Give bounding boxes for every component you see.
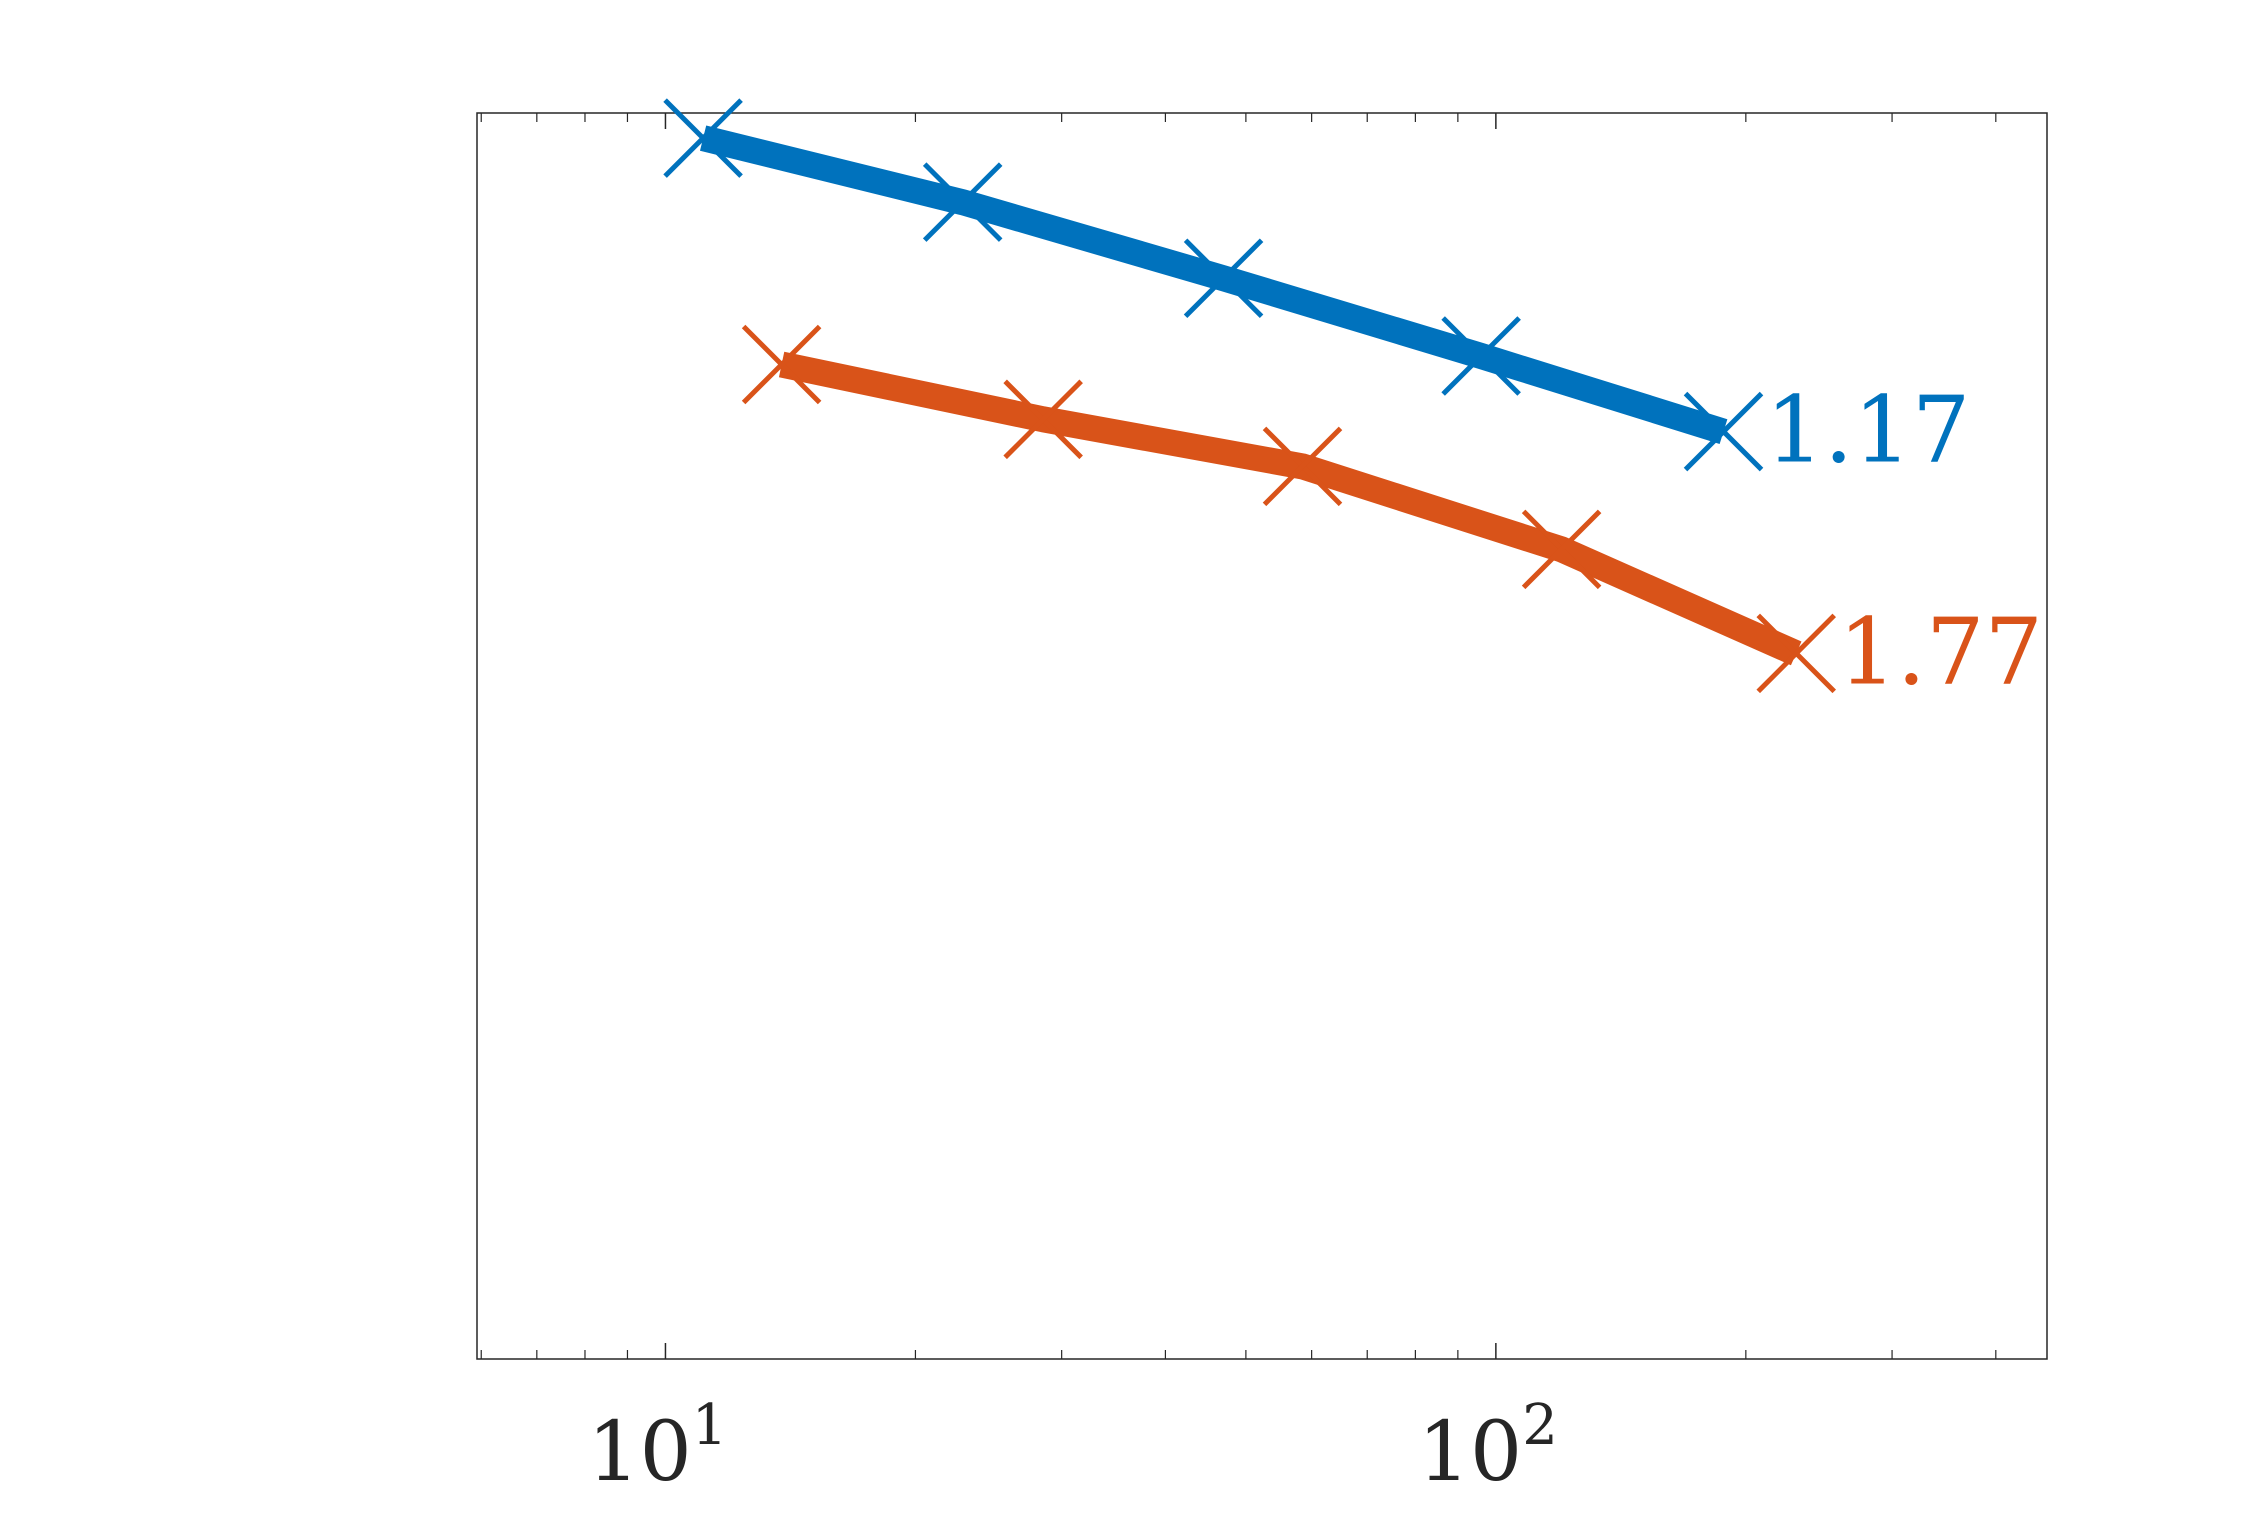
marker-stroke <box>1183 238 1264 319</box>
marker-stroke <box>1756 613 1837 694</box>
marker-stroke <box>1003 379 1083 460</box>
marker-stroke <box>922 162 1003 242</box>
x-tick-label: 101 <box>587 1393 727 1500</box>
series-2-marker <box>1521 509 1602 590</box>
x-tick-labels: 101 102 <box>587 1393 1557 1500</box>
series-2-marker <box>1262 426 1343 507</box>
series-1-marker <box>922 162 1003 242</box>
marker-stroke <box>1683 391 1764 472</box>
marker-stroke <box>663 98 743 178</box>
series-1-marker <box>1183 238 1264 319</box>
series-layer: 1.17 1.77 <box>663 98 2043 705</box>
series-1-marker <box>663 98 743 178</box>
marker-stroke <box>1441 316 1521 396</box>
marker-stroke <box>1521 509 1602 590</box>
series-2-end-label: 1.77 <box>1838 598 2043 705</box>
marker-stroke <box>1262 426 1343 507</box>
series-1-end-label: 1.17 <box>1766 377 1971 484</box>
marker-stroke <box>741 324 822 405</box>
series-1-marker <box>1441 316 1521 396</box>
series-2-marker <box>741 324 822 405</box>
x-minor-ticks <box>480 113 1997 1359</box>
x-major-ticks <box>664 113 1497 1359</box>
x-tick-label: 102 <box>1418 1393 1558 1500</box>
series-2-marker <box>1003 379 1083 460</box>
series-2-marker <box>1756 613 1837 694</box>
plot-area <box>476 112 2048 1360</box>
series-1-marker <box>1683 391 1764 472</box>
